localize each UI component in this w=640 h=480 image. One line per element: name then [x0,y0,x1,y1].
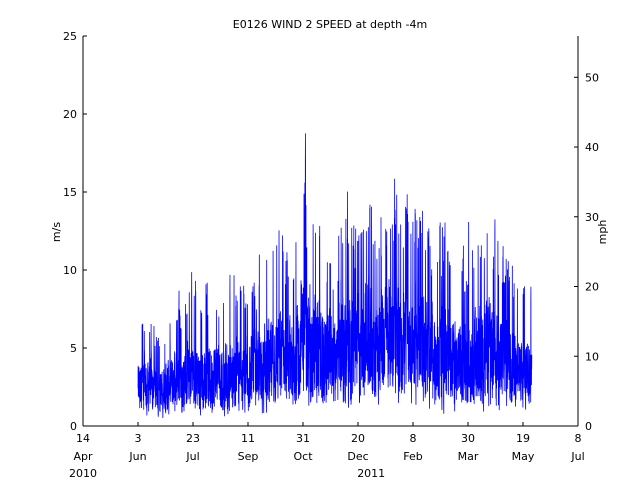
plot-area [137,133,533,419]
x-tick-month-label: Sep [238,450,259,463]
y-tick-label-right: 40 [585,141,599,154]
x-tick-day-label: 8 [410,432,417,445]
y-tick-label: 25 [63,30,77,43]
x-tick-day-label: 23 [186,432,200,445]
y-tick-label: 20 [63,108,77,121]
x-tick-month-label: Apr [73,450,93,463]
y-axis-label-right: mph [596,220,609,245]
y-axis-label: m/s [50,222,63,242]
x-tick-month-label: Jun [128,450,146,463]
y-tick-label: 5 [70,342,77,355]
x-tick-day-label: 8 [575,432,582,445]
axes: 0 5 10 15 20 25 0 10 20 30 40 50 14 Apr 3 Jun 23 Jul 11 Sep… [63,30,599,480]
y-tick-label-right: 20 [585,281,599,294]
chart-title: E0126 WIND 2 SPEED at depth -4m [233,18,427,31]
x-tick-month-label: Oct [293,450,313,463]
y-tick-label-right: 0 [585,420,592,433]
y-tick-label: 10 [63,264,77,277]
x-year-label: 2010 [69,467,97,480]
x-tick-month-label: Mar [458,450,479,463]
y-tick-label: 15 [63,186,77,199]
x-year-label: 2011 [357,467,385,480]
x-tick-month-label: Jul [570,450,584,463]
x-tick-month-label: May [512,450,535,463]
x-tick-day-label: 31 [296,432,310,445]
x-tick-month-label: Jul [185,450,199,463]
y-tick-label: 0 [70,420,77,433]
y-tick-label-right: 30 [585,211,599,224]
x-tick-day-label: 30 [461,432,475,445]
x-tick-day-label: 14 [76,432,90,445]
series-line-0 [137,133,533,419]
y-tick-label-right: 10 [585,350,599,363]
x-tick-day-label: 11 [241,432,255,445]
x-tick-month-label: Feb [403,450,422,463]
x-tick-day-label: 3 [135,432,142,445]
x-tick-day-label: 20 [351,432,365,445]
y-tick-label-right: 50 [585,71,599,84]
x-tick-day-label: 19 [516,432,530,445]
x-tick-month-label: Dec [347,450,368,463]
